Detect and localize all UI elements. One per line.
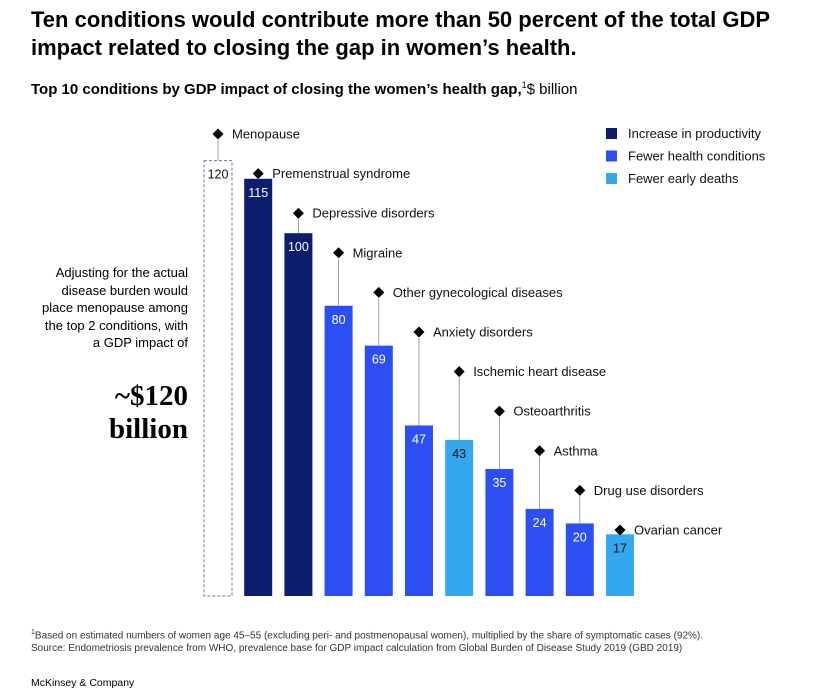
diamond-marker-asthma [534, 445, 546, 457]
diamond-marker-drug-use-disorders [574, 484, 586, 496]
diamond-marker-ischemic-heart-disease [453, 366, 465, 378]
bar-depressive-disorders [284, 233, 313, 596]
chart-title: Top 10 conditions by GDP impact of closi… [31, 80, 578, 98]
diamond-marker-depressive-disorders [292, 207, 304, 219]
category-label-depressive-disorders: Depressive disorders [312, 206, 435, 221]
value-label-premenstrual-syndrome: 115 [248, 186, 268, 200]
bar-chart: 120 Menopause 115 Premenstrual syndrome 100 D… [203, 126, 766, 597]
bar-anxiety-disorders [405, 425, 433, 596]
category-label-premenstrual-syndrome: Premenstrual syndrome [272, 166, 410, 181]
value-label-depressive-disorders: 100 [288, 240, 309, 254]
value-label-anxiety-disorders: 47 [412, 432, 426, 446]
category-label-migraine: Migraine [353, 245, 403, 260]
value-label-ischemic-heart-disease: 43 [452, 447, 466, 461]
footnote-text: Based on estimated numbers of women age … [34, 630, 704, 642]
diamond-marker-other-gynecological-diseases [373, 286, 385, 298]
brand-logo: McKinsey & Company [31, 677, 135, 689]
menopause-gdp-figure: ~$120 billion [109, 380, 188, 445]
value-label-osteoarthritis: 35 [492, 476, 506, 490]
value-label-menopause: 120 [208, 168, 229, 182]
bar-menopause [203, 160, 233, 597]
category-label-menopause: Menopause [232, 127, 300, 142]
value-label-asthma: 24 [533, 516, 547, 530]
category-label-other-gynecological-diseases: Other gynecological diseases [393, 285, 563, 300]
legend-swatch-fewer-health-conditions [606, 150, 617, 162]
value-label-drug-use-disorders: 20 [573, 530, 587, 544]
bar-premenstrual-syndrome [244, 178, 273, 596]
category-label-osteoarthritis: Osteoarthritis [513, 404, 591, 419]
category-label-asthma: Asthma [554, 443, 599, 458]
legend-label-fewer-early-deaths: Fewer early deaths [628, 171, 739, 186]
headline: Ten conditions would contribute more tha… [31, 7, 770, 60]
legend-swatch-fewer-early-deaths [606, 173, 617, 184]
footnote: 1Based on estimated numbers of women age… [31, 626, 703, 655]
footnote-source: Source: Endometriosis prevalence from WH… [31, 643, 683, 655]
footnote-marker: 1 [31, 629, 35, 636]
category-label-ischemic-heart-disease: Ischemic heart disease [473, 364, 606, 379]
diamond-marker-menopause [212, 128, 224, 140]
category-label-anxiety-disorders: Anxiety disorders [433, 325, 533, 340]
diamond-marker-migraine [333, 247, 345, 259]
legend-label-increase-in-productivity: Increase in productivity [628, 126, 761, 141]
value-label-migraine: 80 [332, 313, 346, 327]
value-label-other-gynecological-diseases: 69 [372, 353, 386, 367]
category-label-ovarian-cancer: Ovarian cancer [634, 523, 723, 538]
diamond-marker-anxiety-disorders [413, 326, 425, 338]
bar-ischemic-heart-disease [445, 439, 474, 596]
legend-label-fewer-health-conditions: Fewer health conditions [628, 149, 766, 164]
chart-title-text: Top 10 conditions by GDP impact of closi… [31, 81, 522, 98]
chart-unit: $ billion [526, 81, 578, 98]
diamond-marker-osteoarthritis [493, 405, 505, 417]
bar-other-gynecological-diseases [364, 345, 393, 596]
legend-swatch-increase-in-productivity [606, 128, 617, 139]
diamond-marker-ovarian-cancer [614, 524, 626, 536]
chart-title-footnote-marker: 1 [521, 80, 527, 90]
bar-osteoarthritis [485, 469, 514, 596]
bar-asthma [525, 508, 554, 596]
bar-drug-use-disorders [565, 523, 594, 596]
diamond-marker-premenstrual-syndrome [252, 168, 264, 180]
category-label-drug-use-disorders: Drug use disorders [594, 483, 704, 498]
footnote-line-1: 1Based on estimated numbers of women age… [31, 626, 703, 642]
menopause-annotation: Adjusting for the actual disease burden … [42, 265, 188, 350]
bar-ovarian-cancer [606, 534, 634, 596]
bar-migraine [324, 305, 353, 596]
value-label-ovarian-cancer: 17 [613, 541, 627, 555]
